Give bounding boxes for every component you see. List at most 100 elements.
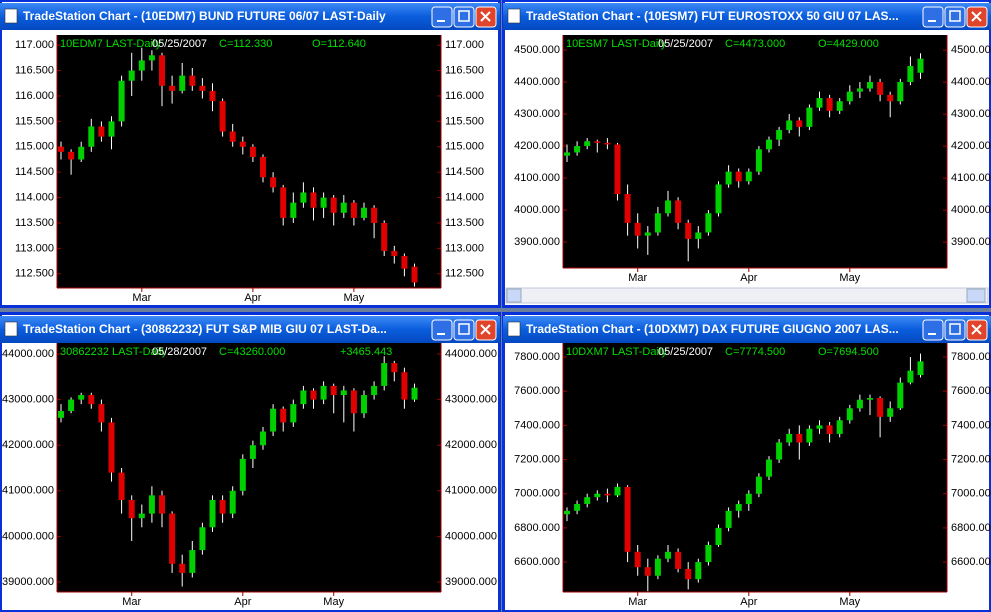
candle-body	[108, 121, 115, 137]
y-tick-label: 7800.000	[514, 351, 560, 363]
candle-body	[219, 499, 226, 514]
plot-area	[57, 35, 441, 288]
candle-body	[867, 398, 873, 400]
candle-body	[907, 66, 914, 83]
maximize-button[interactable]	[453, 6, 475, 28]
candle-body	[715, 184, 722, 214]
y-tick-label: 6800.000	[514, 522, 560, 534]
minimize-button[interactable]	[431, 6, 453, 28]
candle-body	[320, 197, 327, 208]
candle-body	[634, 551, 641, 568]
candle-body	[877, 82, 884, 95]
candle-body	[644, 232, 651, 236]
y-tick-label: 7600.000	[514, 385, 560, 397]
y-tick-label: 6600.000	[514, 556, 560, 568]
y-tick-label: 7400.000	[951, 419, 991, 431]
y-tick-label: 7000.000	[951, 488, 991, 500]
candle-body	[786, 433, 793, 443]
candle-body	[310, 192, 317, 208]
candle-body	[98, 404, 105, 423]
plot-area	[563, 35, 947, 268]
candle-body	[361, 207, 367, 218]
candle-body	[260, 431, 266, 446]
candle-body	[685, 222, 692, 239]
y-tick-label: 4100.000	[514, 172, 560, 184]
minimize-button[interactable]	[431, 319, 453, 341]
maximize-button[interactable]	[944, 6, 966, 28]
date-label: 05/25/2007	[658, 38, 713, 50]
y-tick-label: 115.500	[445, 115, 484, 127]
close-label: C=4473.000	[725, 38, 785, 50]
candle-body	[826, 98, 833, 111]
candle-body	[68, 151, 75, 160]
candle-body	[361, 395, 367, 414]
maximize-button[interactable]	[453, 319, 475, 341]
y-tick-label: 7200.000	[951, 453, 991, 465]
title-bar	[0, 316, 500, 343]
y-tick-label: 39000.000	[445, 576, 497, 588]
x-tick-label: Mar	[132, 292, 151, 304]
y-tick-label: 41000.000	[2, 485, 54, 497]
candle-body	[239, 458, 246, 491]
candle-body	[249, 146, 256, 157]
candle-body	[330, 197, 337, 213]
candle-body	[877, 398, 884, 417]
candle-body	[755, 476, 762, 494]
scroll-thumb[interactable]	[966, 288, 986, 303]
candle-body	[58, 410, 64, 418]
candle-body	[411, 387, 418, 400]
y-tick-label: 4000.000	[951, 204, 991, 216]
close-label: C=7774.500	[725, 346, 785, 358]
candle-body	[917, 58, 924, 73]
maximize-glyph	[458, 10, 470, 22]
close-glyph	[971, 11, 982, 22]
candle-body	[340, 202, 347, 213]
y-tick-label: 41000.000	[445, 485, 497, 497]
y-tick-label: 7200.000	[514, 453, 560, 465]
minimize-button[interactable]	[922, 6, 944, 28]
x-tick-label: Apr	[244, 292, 261, 304]
candle-body	[118, 80, 125, 122]
candle-body	[685, 568, 692, 580]
candle-body	[169, 85, 176, 91]
scrollbar[interactable]	[505, 287, 989, 304]
candle-body	[856, 88, 863, 92]
candle-body	[644, 567, 651, 576]
candle-body	[330, 385, 337, 396]
y-tick-label: 115.000	[15, 141, 54, 153]
candle-body	[806, 428, 813, 443]
close-glyph	[480, 11, 491, 22]
candle-body	[745, 493, 752, 504]
candle-body	[229, 490, 236, 514]
x-tick-label: Mar	[628, 596, 647, 608]
candle-body	[766, 139, 772, 150]
candle-body	[78, 146, 85, 160]
open-label: O=4429.000	[818, 38, 879, 50]
y-tick-label: 4500.000	[951, 44, 991, 56]
y-tick-label: 6600.000	[951, 556, 991, 568]
maximize-glyph	[949, 10, 961, 22]
candle-body	[118, 472, 125, 500]
candle-body	[897, 382, 904, 409]
candle-body	[219, 101, 226, 132]
close-label: C=112.330	[219, 38, 272, 50]
y-tick-label: 44000.000	[445, 348, 497, 360]
candle-body	[887, 408, 894, 417]
minimize-button[interactable]	[922, 319, 944, 341]
candle-body	[584, 141, 591, 147]
window-title: TradeStation Chart - (30862232) FUT S&P …	[23, 322, 387, 336]
candle-body	[350, 202, 357, 218]
y-tick-label: 42000.000	[445, 439, 497, 451]
y-tick-label: 39000.000	[2, 576, 54, 588]
x-tick-label: May	[839, 596, 860, 608]
candle-body	[391, 250, 398, 256]
y-tick-label: 114.500	[15, 166, 54, 178]
candle-body	[189, 550, 196, 573]
candle-body	[695, 562, 702, 580]
candle-body	[654, 213, 661, 233]
y-tick-label: 113.500	[445, 217, 484, 229]
candle-body	[320, 385, 327, 400]
maximize-button[interactable]	[944, 319, 966, 341]
scroll-button[interactable]	[506, 288, 522, 303]
